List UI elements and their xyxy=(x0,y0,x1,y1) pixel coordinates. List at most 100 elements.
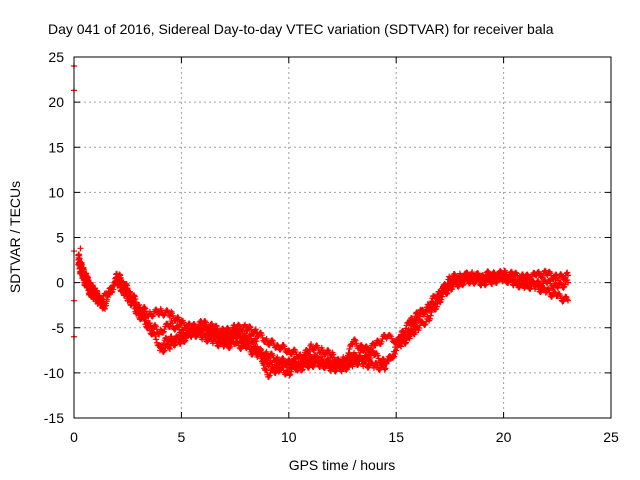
data-point xyxy=(345,350,352,357)
data-point xyxy=(252,348,259,355)
data-point xyxy=(443,290,450,297)
chart-title: Day 041 of 2016, Sidereal Day-to-day VTE… xyxy=(48,21,554,37)
data-point xyxy=(344,356,351,363)
data-point xyxy=(146,327,153,334)
x-axis-label: GPS time / hours xyxy=(289,457,396,473)
data-point xyxy=(346,345,353,352)
data-point xyxy=(277,346,284,353)
data-point xyxy=(245,343,252,350)
y-axis-label: SDTVAR / TECUs xyxy=(7,181,23,293)
data-point xyxy=(565,297,572,304)
data-point xyxy=(426,315,433,322)
data-point xyxy=(129,299,136,306)
data-point xyxy=(176,316,183,323)
data-point xyxy=(351,352,358,359)
data-point xyxy=(545,286,552,293)
x-tick-label: 15 xyxy=(388,429,404,445)
data-point xyxy=(103,298,110,305)
data-point xyxy=(258,353,265,360)
y-tick-label: 15 xyxy=(48,139,64,155)
data-point xyxy=(361,357,368,364)
data-point xyxy=(252,335,259,342)
data-point xyxy=(131,305,138,312)
y-tick-label: -10 xyxy=(44,365,64,381)
data-point xyxy=(169,320,176,327)
data-point xyxy=(285,366,292,373)
data-point xyxy=(269,365,276,372)
data-point xyxy=(171,342,178,349)
data-point xyxy=(433,298,440,305)
data-point xyxy=(389,352,396,359)
y-tick-label: 5 xyxy=(56,230,64,246)
data-point xyxy=(524,277,531,284)
data-point xyxy=(402,328,409,335)
data-point xyxy=(146,324,153,331)
data-point xyxy=(324,347,331,354)
x-tick-label: 5 xyxy=(178,429,186,445)
data-point xyxy=(512,269,519,276)
data-point xyxy=(338,366,345,373)
data-point xyxy=(495,270,502,277)
data-point xyxy=(161,326,168,333)
data-point xyxy=(443,283,450,290)
data-point xyxy=(276,367,283,374)
data-point xyxy=(564,276,571,283)
data-point xyxy=(246,323,253,330)
data-point xyxy=(521,278,528,285)
data-point xyxy=(283,361,290,368)
data-point xyxy=(426,308,433,315)
data-point xyxy=(560,284,567,291)
data-point xyxy=(169,312,176,319)
data-point xyxy=(344,353,351,360)
tick-labels: 0 5 10 15 20 25 -15 -10 -5 0 5 10 15 20 25 xyxy=(44,49,619,445)
data-point xyxy=(157,344,164,351)
data-point xyxy=(372,342,379,349)
data-point xyxy=(313,354,320,361)
data-point xyxy=(253,338,260,345)
data-point xyxy=(231,326,238,333)
data-point xyxy=(371,351,378,358)
data-point xyxy=(455,283,462,290)
data-point xyxy=(473,270,480,277)
data-point xyxy=(412,329,419,336)
data-point xyxy=(298,359,305,366)
data-point xyxy=(391,348,398,355)
data-point xyxy=(107,289,114,296)
data-point xyxy=(169,310,176,317)
data-point xyxy=(181,338,188,345)
data-point xyxy=(386,331,393,338)
outlier-point xyxy=(77,245,84,252)
y-tick-label: 0 xyxy=(56,275,64,291)
data-point xyxy=(510,282,517,289)
data-point xyxy=(387,355,394,362)
data-point xyxy=(174,322,181,329)
data-point xyxy=(378,338,385,345)
data-point xyxy=(150,329,157,336)
data-point xyxy=(246,332,253,339)
data-point xyxy=(437,292,444,299)
data-point xyxy=(411,316,418,323)
data-point xyxy=(166,324,173,331)
data-point xyxy=(403,325,410,332)
data-point xyxy=(99,295,106,302)
data-point xyxy=(141,318,148,325)
y-tick-label: 25 xyxy=(48,49,64,65)
data-point xyxy=(101,305,108,312)
data-point xyxy=(252,347,259,354)
data-point xyxy=(131,302,138,309)
data-point xyxy=(406,320,413,327)
data-point xyxy=(102,302,109,309)
data-point xyxy=(548,293,555,300)
data-point xyxy=(332,368,339,375)
data-point xyxy=(258,349,265,356)
data-point xyxy=(242,330,249,337)
data-point xyxy=(288,368,295,375)
x-tick-label: 10 xyxy=(281,429,297,445)
data-point xyxy=(153,336,160,343)
y-tick-label: 10 xyxy=(48,184,64,200)
data-point xyxy=(523,274,530,281)
data-point xyxy=(353,340,360,347)
data-point xyxy=(263,348,270,355)
data-point xyxy=(408,315,415,322)
